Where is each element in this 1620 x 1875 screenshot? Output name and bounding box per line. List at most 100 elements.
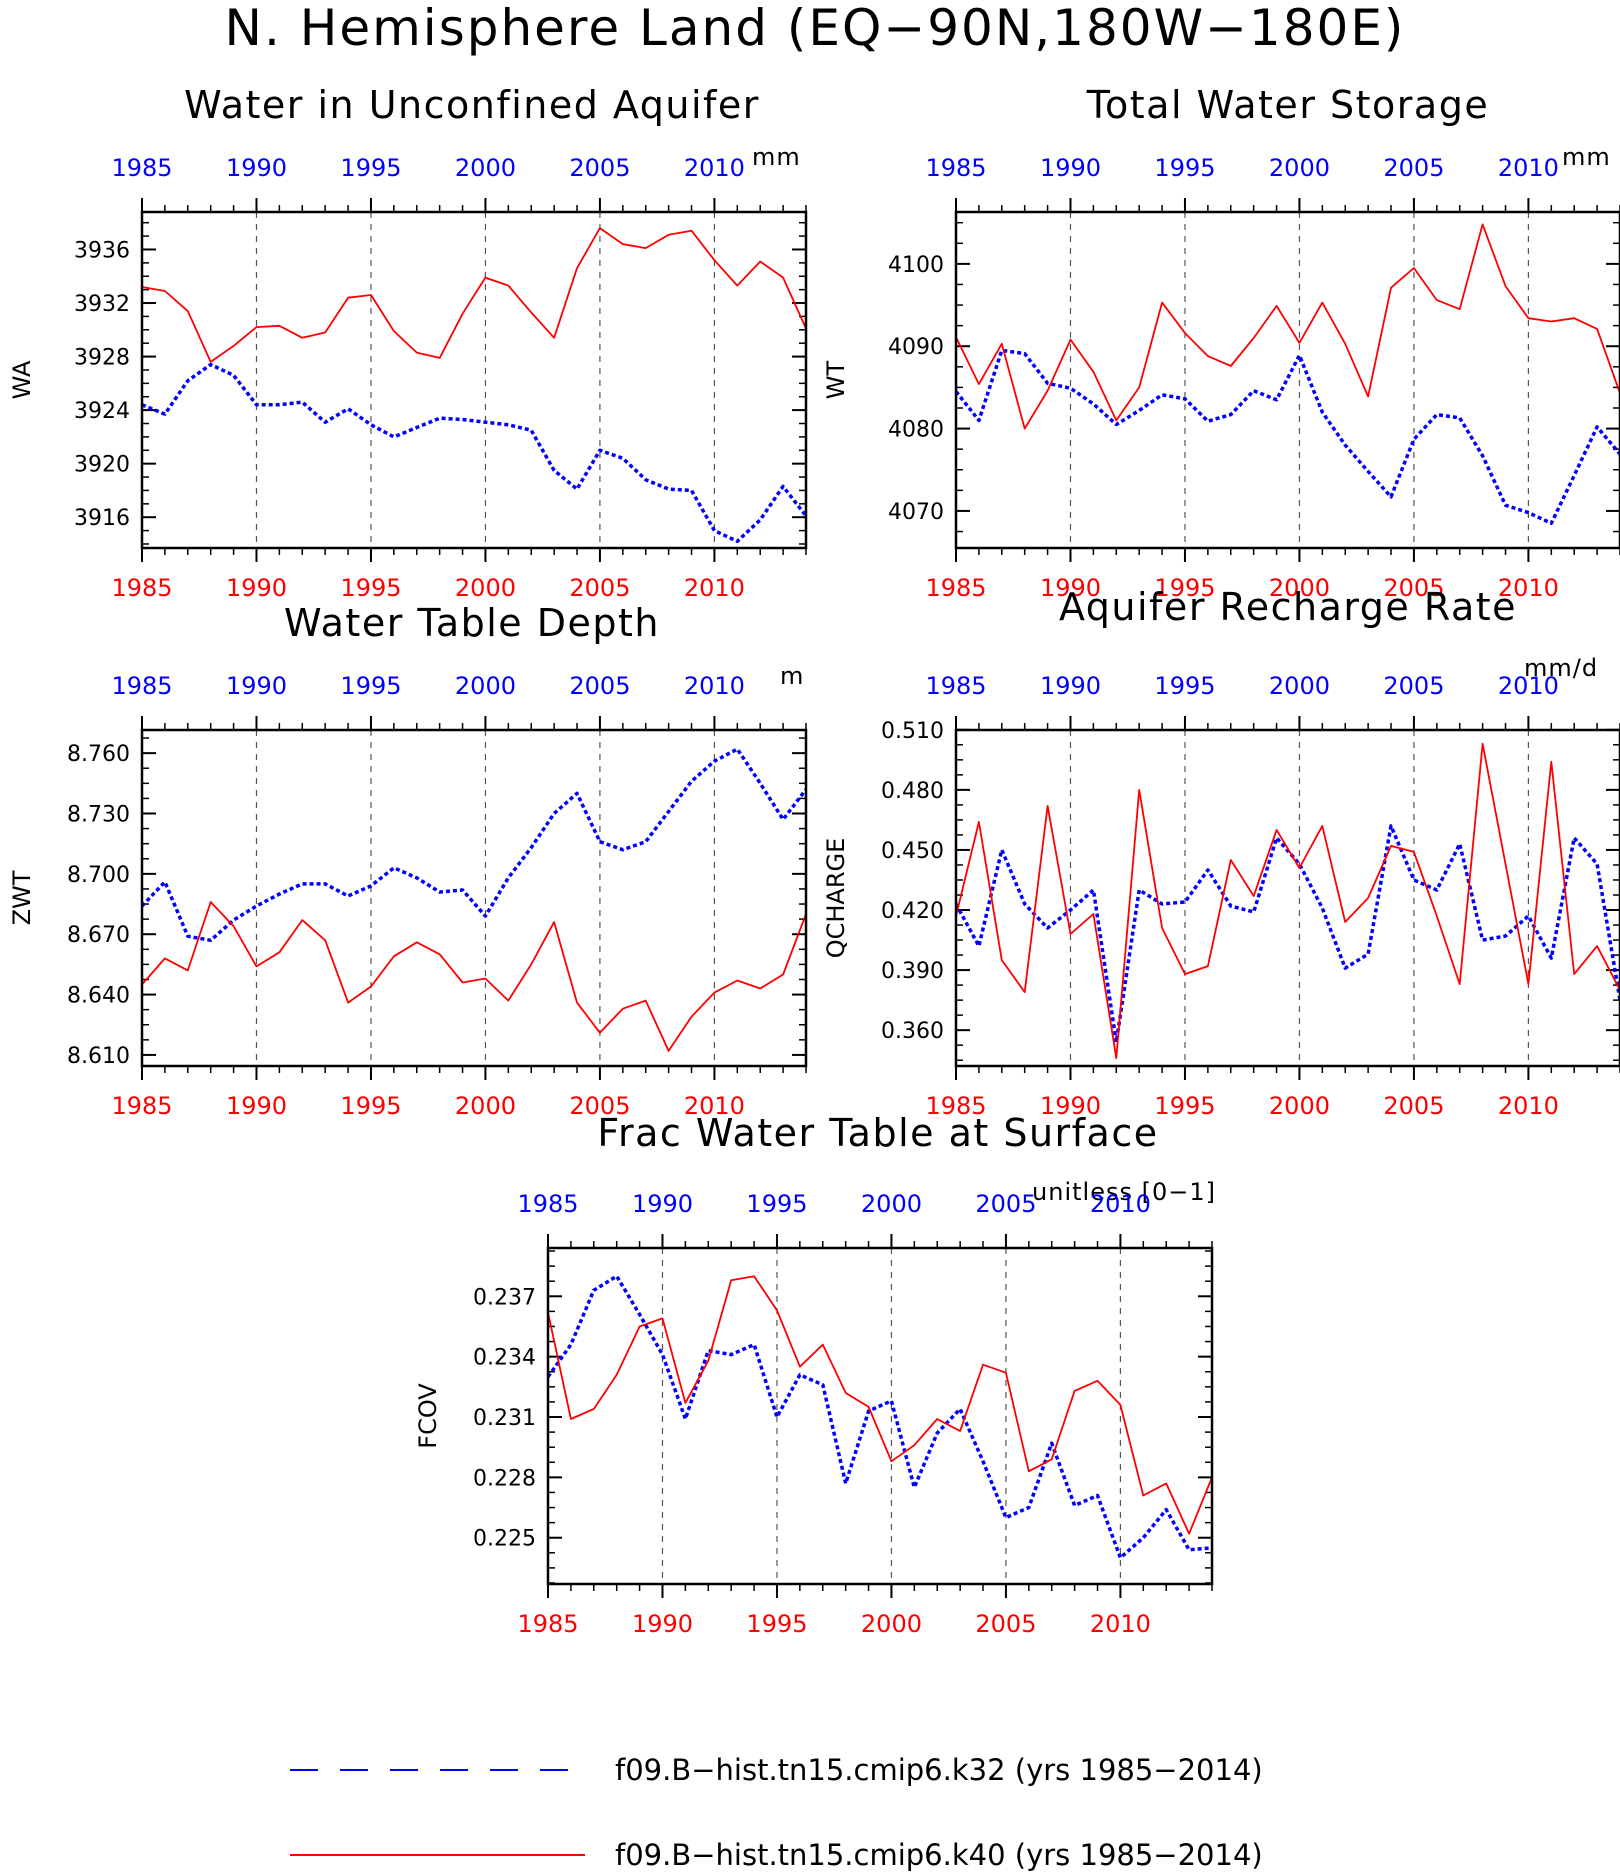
x-tick-label-bottom: 2010 bbox=[1090, 1610, 1151, 1638]
y-tick-label: 0.231 bbox=[473, 1406, 536, 1431]
x-tick-label-bottom: 1995 bbox=[340, 574, 401, 602]
x-tick-label-top: 1985 bbox=[111, 154, 172, 182]
x-tick-label-bottom: 2005 bbox=[1383, 1092, 1444, 1120]
x-tick-label-top: 2000 bbox=[455, 672, 516, 700]
panel-title: Frac Water Table at Surface bbox=[597, 1111, 1158, 1155]
x-tick-label-top: 2000 bbox=[1269, 154, 1330, 182]
plot-frame bbox=[546, 1246, 1214, 1586]
series-line-k40 bbox=[956, 742, 1620, 1060]
x-tick-label-top: 1990 bbox=[1040, 154, 1101, 182]
chart-panels: Water in Unconfined Aquifer mm 3916 3920 392… bbox=[8, 83, 1620, 1638]
x-tick-label-top: 1990 bbox=[1040, 672, 1101, 700]
panel-3: Water Table Depth m 8.610 8.640 8.670 8.700 8.… bbox=[8, 601, 808, 1120]
units-label: mm bbox=[752, 143, 801, 171]
x-tick-label-top: 2000 bbox=[861, 1190, 922, 1218]
y-tick-label: 3920 bbox=[74, 453, 130, 478]
plot-frame bbox=[140, 728, 808, 1068]
units-label: mm/d bbox=[1524, 654, 1598, 682]
y-tick-label: 0.390 bbox=[881, 959, 944, 984]
x-tick-label-bottom: 2010 bbox=[684, 574, 745, 602]
x-tick-label-top: 1990 bbox=[226, 672, 287, 700]
y-tick-label: 8.760 bbox=[67, 742, 130, 767]
x-tick-label-bottom: 1990 bbox=[632, 1610, 693, 1638]
x-tick-label-top: 1985 bbox=[517, 1190, 578, 1218]
y-tick-label: 3932 bbox=[74, 292, 130, 317]
legend-label-k32: f09.B−hist.tn15.cmip6.k32 (yrs 1985−2014… bbox=[615, 1753, 1263, 1787]
x-tick-label-top: 1985 bbox=[925, 154, 986, 182]
x-tick-label-bottom: 1990 bbox=[1040, 574, 1101, 602]
plot-frame bbox=[954, 728, 1620, 1068]
panel-5: Frac Water Table at Surface unitless [0−1… bbox=[414, 1111, 1216, 1638]
panel-title: Total Water Storage bbox=[1086, 83, 1489, 127]
y-tick-label: 3924 bbox=[74, 399, 130, 424]
y-tick-label: 3928 bbox=[74, 346, 130, 371]
x-tick-label-bottom: 1985 bbox=[925, 1092, 986, 1120]
plot-frame bbox=[954, 210, 1620, 550]
x-tick-label-bottom: 1995 bbox=[340, 1092, 401, 1120]
x-tick-label-top: 2005 bbox=[1383, 672, 1444, 700]
y-axis-label: WA bbox=[8, 360, 36, 399]
panel-title: Water in Unconfined Aquifer bbox=[184, 83, 760, 127]
series-line-k40 bbox=[142, 227, 806, 363]
x-tick-label-bottom: 1995 bbox=[1154, 574, 1215, 602]
series-line-k40 bbox=[548, 1275, 1212, 1535]
x-tick-label-top: 2005 bbox=[1383, 154, 1444, 182]
x-tick-label-bottom: 2000 bbox=[455, 574, 516, 602]
x-tick-label-top: 2005 bbox=[569, 672, 630, 700]
figure-title: N. Hemisphere Land (EQ−90N,180W−180E) bbox=[225, 0, 1406, 57]
panel-2: Total Water Storage mm 4070 4080 4090 4100 198… bbox=[822, 83, 1620, 602]
y-tick-label: 8.640 bbox=[67, 984, 130, 1009]
x-tick-label-bottom: 1985 bbox=[517, 1610, 578, 1638]
x-tick-label-top: 1985 bbox=[925, 672, 986, 700]
y-axis-label: QCHARGE bbox=[822, 838, 850, 959]
x-tick-label-top: 1995 bbox=[1154, 154, 1215, 182]
x-tick-label-bottom: 2000 bbox=[861, 1610, 922, 1638]
y-tick-label: 4070 bbox=[888, 500, 944, 525]
x-tick-label-top: 2000 bbox=[1269, 672, 1330, 700]
y-tick-label: 3936 bbox=[74, 238, 130, 263]
x-tick-label-top: 2010 bbox=[1090, 1190, 1151, 1218]
y-tick-label: 8.670 bbox=[67, 923, 130, 948]
x-tick-label-top: 2010 bbox=[684, 672, 745, 700]
x-tick-label-top: 2010 bbox=[1498, 154, 1559, 182]
y-tick-label: 4090 bbox=[888, 335, 944, 360]
y-tick-label: 3916 bbox=[74, 506, 130, 531]
y-tick-label: 0.420 bbox=[881, 899, 944, 924]
series-line-k32 bbox=[548, 1274, 1212, 1560]
x-tick-label-bottom: 1985 bbox=[925, 574, 986, 602]
x-tick-label-bottom: 2010 bbox=[684, 1092, 745, 1120]
x-tick-label-top: 1990 bbox=[226, 154, 287, 182]
series-line-k32 bbox=[956, 348, 1620, 526]
x-tick-label-top: 1985 bbox=[111, 672, 172, 700]
x-tick-label-top: 2000 bbox=[455, 154, 516, 182]
x-tick-label-top: 1995 bbox=[1154, 672, 1215, 700]
x-tick-label-top: 2005 bbox=[569, 154, 630, 182]
x-tick-label-top: 1995 bbox=[746, 1190, 807, 1218]
y-tick-label: 4100 bbox=[888, 253, 944, 278]
y-tick-label: 0.510 bbox=[881, 719, 944, 744]
x-tick-label-top: 1995 bbox=[340, 672, 401, 700]
x-tick-label-bottom: 1985 bbox=[111, 574, 172, 602]
x-tick-label-bottom: 1990 bbox=[1040, 1092, 1101, 1120]
x-tick-label-top: 2010 bbox=[684, 154, 745, 182]
x-tick-label-bottom: 1995 bbox=[1154, 1092, 1215, 1120]
series-line-k40 bbox=[956, 223, 1620, 430]
y-tick-label: 0.228 bbox=[473, 1466, 536, 1491]
x-tick-label-bottom: 2005 bbox=[975, 1610, 1036, 1638]
x-tick-label-bottom: 2000 bbox=[1269, 574, 1330, 602]
plot-frame bbox=[140, 210, 808, 550]
x-tick-label-bottom: 1995 bbox=[746, 1610, 807, 1638]
x-tick-label-bottom: 2005 bbox=[1383, 574, 1444, 602]
y-axis-label: FCOV bbox=[414, 1383, 442, 1449]
y-tick-label: 0.225 bbox=[473, 1527, 536, 1552]
y-tick-label: 0.237 bbox=[473, 1285, 536, 1310]
units-label: m bbox=[780, 662, 804, 690]
y-tick-label: 0.360 bbox=[881, 1019, 944, 1044]
y-axis-label: WT bbox=[822, 360, 850, 399]
legend-label-k40: f09.B−hist.tn15.cmip6.k40 (yrs 1985−2014… bbox=[615, 1838, 1263, 1872]
units-label: unitless [0−1] bbox=[1032, 1178, 1216, 1206]
x-tick-label-bottom: 2005 bbox=[569, 1092, 630, 1120]
y-tick-label: 0.450 bbox=[881, 839, 944, 864]
